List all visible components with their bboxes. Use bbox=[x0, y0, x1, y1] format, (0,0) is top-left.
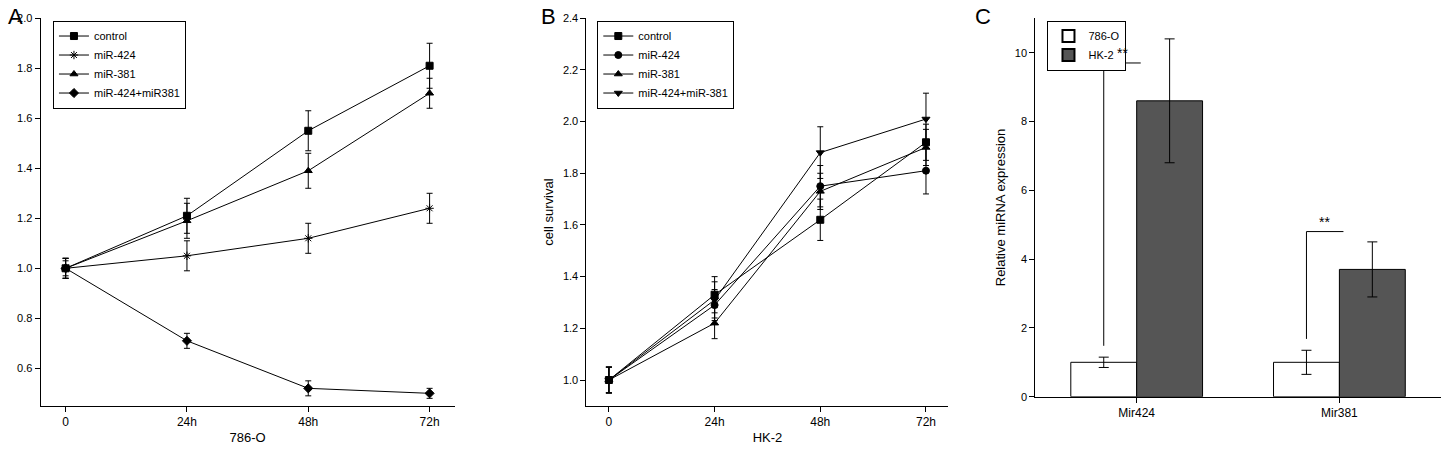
svg-text:1.2: 1.2 bbox=[563, 322, 578, 334]
svg-text:0: 0 bbox=[606, 415, 613, 429]
svg-text:1.0: 1.0 bbox=[563, 374, 578, 386]
svg-text:786-O: 786-O bbox=[230, 430, 266, 445]
svg-text:2.4: 2.4 bbox=[563, 12, 578, 24]
svg-text:**: ** bbox=[1117, 45, 1128, 61]
svg-text:2.2: 2.2 bbox=[563, 64, 578, 76]
svg-text:2: 2 bbox=[1021, 322, 1027, 334]
svg-text:1.4: 1.4 bbox=[17, 162, 32, 174]
svg-text:HK-2: HK-2 bbox=[1088, 49, 1113, 61]
svg-text:0: 0 bbox=[1021, 391, 1027, 403]
svg-text:2.0: 2.0 bbox=[17, 12, 32, 24]
svg-text:2.0: 2.0 bbox=[563, 115, 578, 127]
svg-text:8: 8 bbox=[1021, 115, 1027, 127]
svg-text:miR-381: miR-381 bbox=[638, 68, 680, 80]
svg-text:48h: 48h bbox=[298, 415, 318, 429]
svg-text:72h: 72h bbox=[916, 415, 936, 429]
svg-text:1.2: 1.2 bbox=[17, 212, 32, 224]
svg-text:Mir381: Mir381 bbox=[1321, 406, 1358, 420]
svg-text:miR-424+miR-381: miR-424+miR-381 bbox=[638, 87, 728, 99]
svg-text:control: control bbox=[638, 30, 671, 42]
svg-text:**: ** bbox=[1319, 214, 1330, 230]
svg-text:Mir424: Mir424 bbox=[1118, 406, 1155, 420]
svg-text:0.8: 0.8 bbox=[17, 312, 32, 324]
svg-text:24h: 24h bbox=[705, 415, 725, 429]
svg-text:1.6: 1.6 bbox=[17, 112, 32, 124]
svg-text:1.8: 1.8 bbox=[17, 62, 32, 74]
svg-text:miR-424+miR381: miR-424+miR381 bbox=[94, 87, 180, 99]
svg-text:miR-424: miR-424 bbox=[638, 49, 680, 61]
svg-text:HK-2: HK-2 bbox=[753, 430, 783, 445]
svg-text:6: 6 bbox=[1021, 184, 1027, 196]
svg-text:C: C bbox=[975, 4, 991, 29]
svg-text:B: B bbox=[541, 4, 556, 29]
svg-text:4: 4 bbox=[1021, 253, 1027, 265]
svg-text:0.6: 0.6 bbox=[17, 362, 32, 374]
svg-text:48h: 48h bbox=[810, 415, 830, 429]
svg-text:786-O: 786-O bbox=[1088, 30, 1119, 42]
svg-text:Relative miRNA expression: Relative miRNA expression bbox=[993, 129, 1008, 287]
svg-text:0: 0 bbox=[62, 415, 69, 429]
svg-text:10: 10 bbox=[1015, 47, 1027, 59]
svg-text:control: control bbox=[94, 30, 127, 42]
svg-text:1.6: 1.6 bbox=[563, 219, 578, 231]
svg-text:cell survival: cell survival bbox=[541, 178, 556, 245]
svg-text:24h: 24h bbox=[177, 415, 197, 429]
svg-text:miR-424: miR-424 bbox=[94, 49, 136, 61]
svg-text:1.0: 1.0 bbox=[17, 262, 32, 274]
svg-text:1.8: 1.8 bbox=[563, 167, 578, 179]
svg-text:1.4: 1.4 bbox=[563, 270, 578, 282]
svg-text:A: A bbox=[8, 4, 23, 29]
svg-text:miR-381: miR-381 bbox=[94, 68, 136, 80]
svg-text:72h: 72h bbox=[420, 415, 440, 429]
